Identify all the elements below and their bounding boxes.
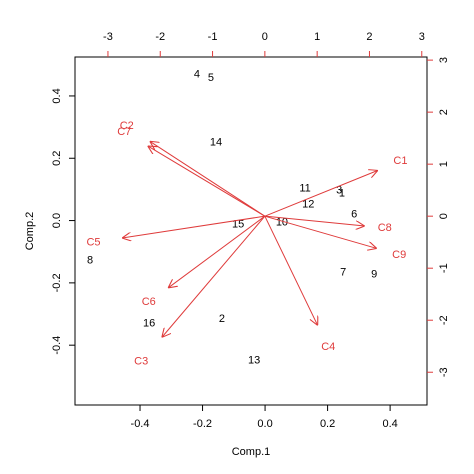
x-tick-label: -0.2 xyxy=(193,418,212,430)
y2-tick-label: 2 xyxy=(438,109,450,115)
observation-label: 16 xyxy=(143,317,155,329)
loading-label: C7 xyxy=(117,126,131,138)
observation-label: 11 xyxy=(299,182,310,194)
loading-arrow xyxy=(122,215,265,238)
x2-tick-label: 1 xyxy=(314,31,320,43)
x2-tick-label: -3 xyxy=(103,31,113,43)
loading-arrow xyxy=(264,215,318,325)
observation-label: 12 xyxy=(302,199,314,211)
loading-arrow xyxy=(264,170,378,217)
loading-label: C6 xyxy=(142,296,156,308)
observation-label: 14 xyxy=(210,137,222,149)
observation-label: 4 xyxy=(194,69,200,81)
observation-label: 5 xyxy=(208,72,214,84)
observation-label: 6 xyxy=(351,209,357,221)
y-axis-label: Comp.2 xyxy=(24,212,36,251)
observation-label: 7 xyxy=(340,266,346,278)
y2-tick-label: 1 xyxy=(438,161,450,167)
loading-label: C9 xyxy=(392,249,406,261)
loading-label: C5 xyxy=(86,236,100,248)
x2-tick-label: 2 xyxy=(366,31,372,43)
observation-label: 3 xyxy=(336,185,342,197)
loading-label: C1 xyxy=(393,155,407,167)
x2-tick-label: -2 xyxy=(155,31,165,43)
loading-label: C2 xyxy=(120,120,134,132)
x-tick-label: 0.0 xyxy=(257,418,272,430)
x-axis-label: Comp.1 xyxy=(232,446,271,458)
x2-tick-label: 3 xyxy=(419,31,425,43)
y-tick-label: 0.0 xyxy=(51,213,63,228)
x-tick-label: 0.2 xyxy=(320,418,335,430)
x2-tick-label: -1 xyxy=(208,31,218,43)
y2-tick-label: -3 xyxy=(438,367,450,377)
loading-arrow xyxy=(148,146,266,217)
loading-arrow xyxy=(150,141,266,217)
loading-arrow xyxy=(162,215,266,337)
loading-arrow xyxy=(264,215,377,248)
x-tick-label: -0.4 xyxy=(131,418,150,430)
y-tick-label: 0.2 xyxy=(51,151,63,166)
y2-tick-label: 3 xyxy=(438,57,450,63)
loading-label: C8 xyxy=(378,222,392,234)
loading-arrow xyxy=(168,215,266,288)
y-tick-label: -0.2 xyxy=(51,273,63,292)
plot-frame xyxy=(74,56,428,406)
loading-label: C3 xyxy=(134,356,148,368)
observation-label: 2 xyxy=(219,313,225,325)
y-tick-label: -0.4 xyxy=(51,336,63,355)
y2-tick-label: -2 xyxy=(438,315,450,325)
loading-arrow xyxy=(264,215,365,226)
observation-label: 1 xyxy=(339,187,345,199)
x-tick-label: 0.4 xyxy=(382,418,397,430)
loading-label: C4 xyxy=(321,341,335,353)
observation-label: 9 xyxy=(371,268,377,280)
y2-tick-label: 0 xyxy=(438,213,450,219)
observation-label: 13 xyxy=(248,354,260,366)
y2-tick-label: -1 xyxy=(438,263,450,273)
x2-tick-label: 0 xyxy=(262,31,268,43)
observation-label: 10 xyxy=(276,216,288,228)
observation-label: 8 xyxy=(87,254,93,266)
y-tick-label: 0.4 xyxy=(51,88,63,103)
observation-label: 15 xyxy=(232,219,244,231)
